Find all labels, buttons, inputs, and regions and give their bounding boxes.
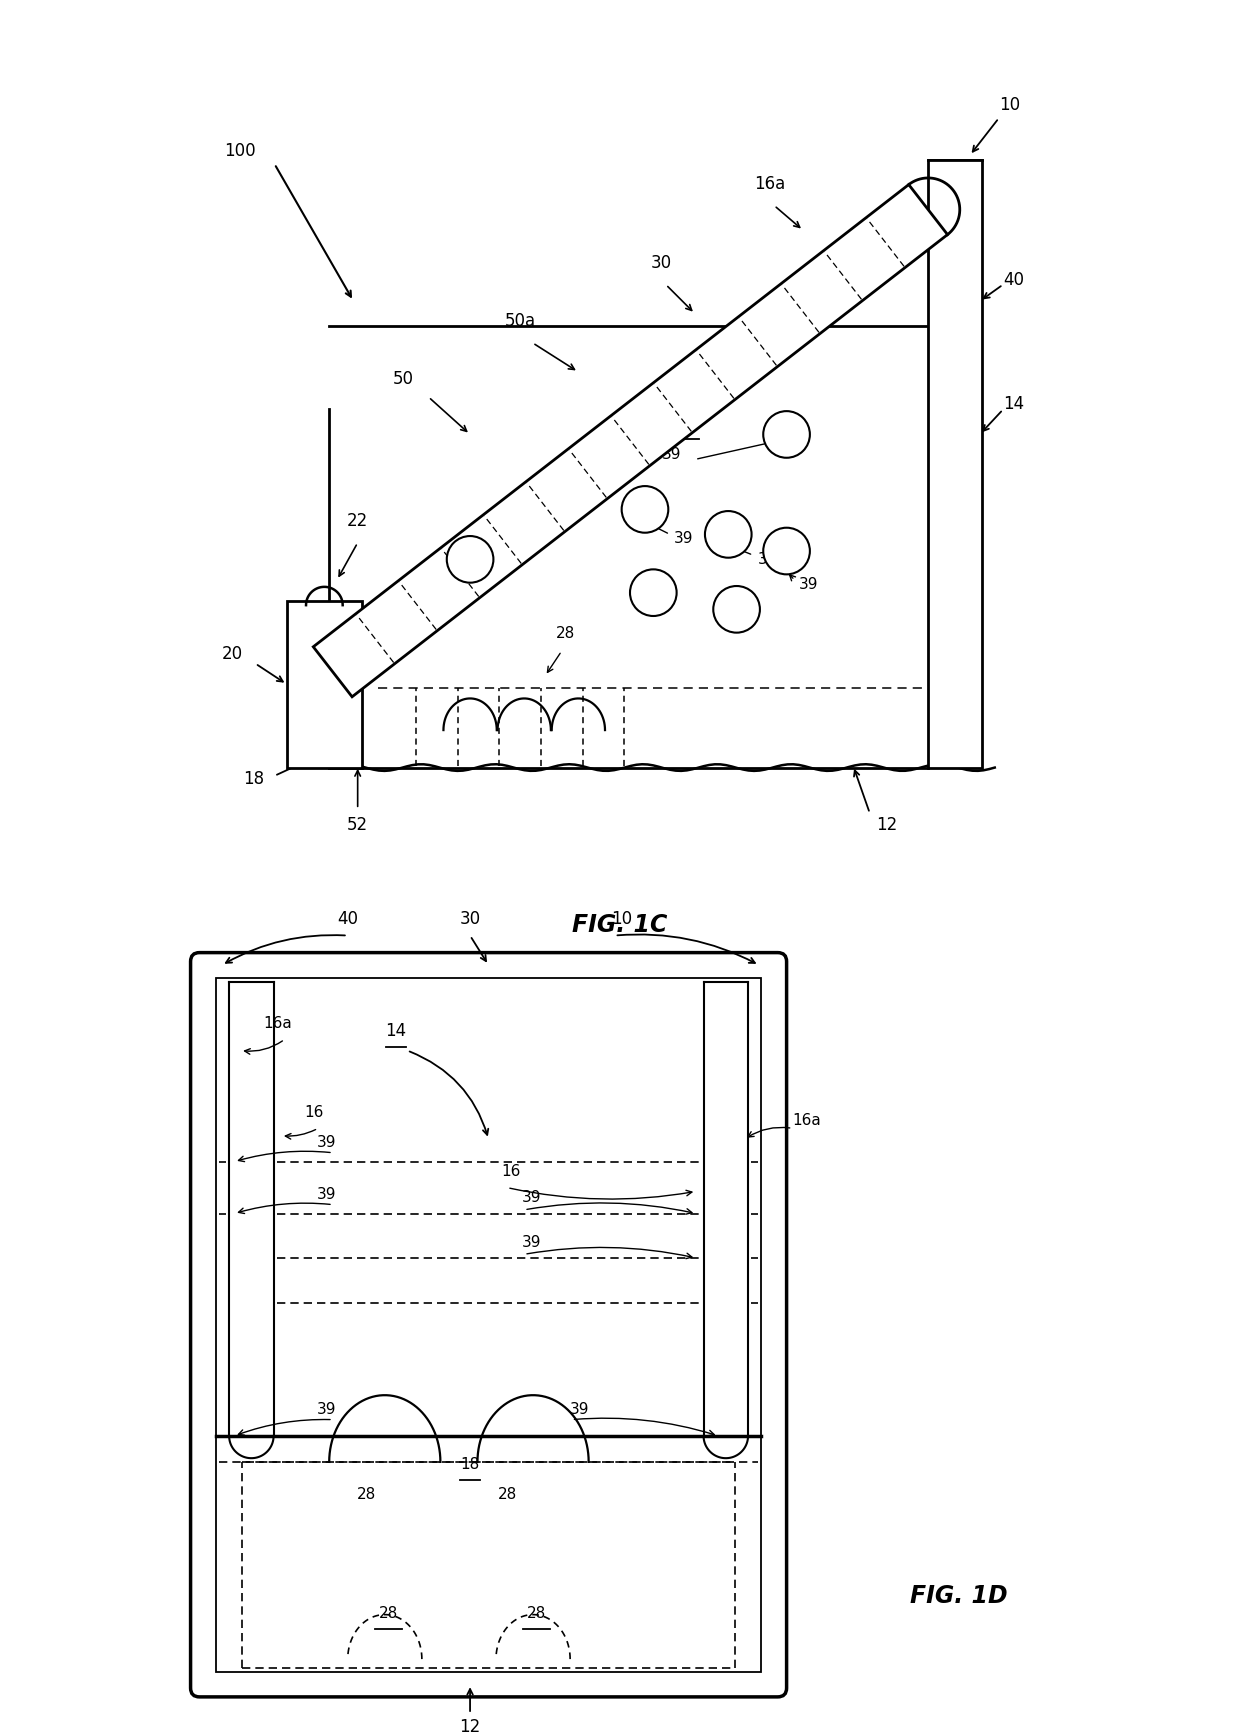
- Text: 39: 39: [317, 1135, 336, 1150]
- Text: 39: 39: [675, 531, 693, 547]
- Text: 39: 39: [662, 448, 681, 463]
- Text: 39: 39: [570, 1402, 590, 1417]
- Polygon shape: [314, 184, 947, 697]
- Text: 39: 39: [317, 1402, 336, 1417]
- Text: 39: 39: [317, 1187, 336, 1202]
- Text: 16a: 16a: [754, 175, 785, 193]
- FancyBboxPatch shape: [191, 953, 786, 1697]
- Circle shape: [446, 536, 494, 583]
- Text: 30: 30: [651, 253, 672, 272]
- Text: 100: 100: [224, 142, 255, 160]
- Text: 39: 39: [500, 555, 518, 571]
- Circle shape: [706, 512, 751, 557]
- Bar: [216, 979, 761, 1673]
- Text: 39: 39: [799, 576, 818, 592]
- Circle shape: [713, 586, 760, 633]
- Text: 28: 28: [357, 1487, 376, 1503]
- Text: 39: 39: [758, 552, 777, 567]
- Text: 18: 18: [460, 1457, 480, 1473]
- Text: 14: 14: [386, 1022, 407, 1039]
- Text: 39: 39: [522, 1190, 542, 1206]
- Text: FIG. 1D: FIG. 1D: [909, 1584, 1007, 1608]
- Text: 39: 39: [522, 1235, 542, 1249]
- Text: 20: 20: [222, 645, 243, 663]
- Circle shape: [764, 527, 810, 574]
- Text: 16: 16: [676, 413, 697, 430]
- Text: 16a: 16a: [263, 1017, 291, 1031]
- Text: 50: 50: [393, 371, 414, 389]
- Circle shape: [630, 569, 677, 616]
- Text: 16: 16: [305, 1105, 324, 1121]
- Text: 50a: 50a: [505, 312, 536, 330]
- Text: 28: 28: [379, 1605, 398, 1620]
- Text: 30: 30: [460, 911, 481, 928]
- Circle shape: [764, 411, 810, 458]
- Text: 12: 12: [460, 1718, 481, 1735]
- Circle shape: [621, 486, 668, 533]
- Text: 16a: 16a: [792, 1112, 821, 1128]
- Text: 40: 40: [1003, 271, 1024, 288]
- Text: 16: 16: [501, 1164, 521, 1180]
- Text: 52: 52: [347, 815, 368, 835]
- Bar: [286, 600, 362, 767]
- Text: 28: 28: [527, 1605, 547, 1620]
- Text: 12: 12: [875, 815, 897, 835]
- Text: FIG. 1C: FIG. 1C: [573, 913, 667, 937]
- Text: 40: 40: [337, 911, 358, 928]
- Text: 18: 18: [243, 770, 264, 788]
- Text: 14: 14: [1003, 396, 1024, 413]
- Text: 10: 10: [999, 95, 1021, 115]
- Text: 28: 28: [497, 1487, 517, 1503]
- Text: 22: 22: [347, 512, 368, 531]
- Text: 10: 10: [611, 911, 632, 928]
- Bar: [928, 160, 982, 767]
- Text: 28: 28: [557, 626, 575, 642]
